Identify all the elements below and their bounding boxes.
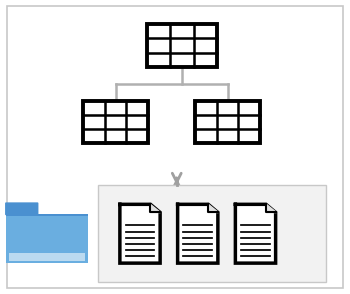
Bar [98,185,326,282]
Polygon shape [208,204,218,213]
Polygon shape [266,204,276,213]
Bar [195,101,260,143]
Bar [147,24,217,67]
Polygon shape [235,204,276,263]
Polygon shape [177,204,218,263]
Bar [83,101,148,143]
Bar [6,214,88,263]
Bar [6,216,88,263]
Bar [6,203,37,214]
Polygon shape [150,204,160,213]
Bar [9,253,85,261]
FancyBboxPatch shape [5,202,38,215]
Polygon shape [120,204,160,263]
